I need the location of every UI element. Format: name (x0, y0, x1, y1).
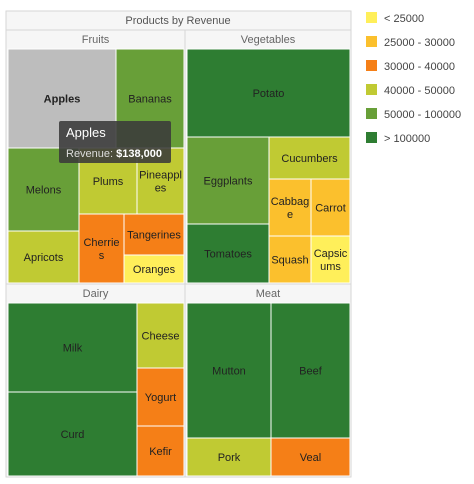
cell-label-cherries: Cherrie s (83, 237, 119, 262)
tooltip-title: Apples (66, 125, 106, 140)
legend-swatch-3 (366, 84, 377, 95)
cell-label-apricots: Apricots (24, 252, 64, 264)
legend-swatch-1 (366, 36, 377, 47)
legend-swatch-5 (366, 132, 377, 143)
cell-label-apples: Apples (44, 94, 81, 106)
cell-kefir[interactable] (136, 425, 185, 477)
cell-label-capsicums: Capsic ums (314, 248, 348, 273)
group-label-meat: Meat (256, 288, 280, 300)
cell-oranges[interactable] (123, 254, 185, 284)
cell-label-bananas: Bananas (128, 94, 172, 106)
legend-label-2: 30000 - 40000 (384, 61, 455, 73)
tooltip-box (59, 121, 171, 163)
legend-label-3: 40000 - 50000 (384, 85, 455, 97)
cell-label-beef: Beef (299, 366, 323, 378)
group-label-fruits: Fruits (82, 34, 110, 46)
cell-cherries[interactable] (78, 213, 125, 284)
cell-cheese[interactable] (136, 302, 185, 369)
cell-label-pineapples: Pineappl es (139, 170, 182, 195)
group-label-dairy: Dairy (83, 288, 109, 300)
cell-veal[interactable] (270, 437, 351, 477)
cell-label-tomatoes: Tomatoes (204, 249, 252, 261)
cell-label-tangerines: Tangerines (127, 230, 181, 242)
cell-mutton[interactable] (186, 302, 272, 439)
cell-label-veal: Veal (300, 452, 321, 464)
cell-label-carrot: Carrot (315, 203, 346, 215)
cell-label-cheese: Cheese (142, 331, 180, 343)
cell-label-melons: Melons (26, 185, 62, 197)
cell-label-pork: Pork (218, 452, 241, 464)
legend-label-4: 50000 - 100000 (384, 109, 461, 121)
legend-swatch-2 (366, 60, 377, 71)
cell-label-cucumbers: Cucumbers (281, 153, 338, 165)
cell-cucumbers[interactable] (268, 136, 351, 180)
legend-label-0: < 25000 (384, 13, 424, 25)
cell-carrot[interactable] (310, 178, 351, 237)
group-label-vegetables: Vegetables (241, 34, 296, 46)
cell-beef[interactable] (270, 302, 351, 439)
cell-squash[interactable] (268, 235, 312, 284)
cell-label-squash: Squash (271, 255, 308, 267)
legend-label-5: > 100000 (384, 133, 430, 145)
cell-label-mutton: Mutton (212, 366, 246, 378)
legend-swatch-0 (366, 12, 377, 23)
tooltip-body: Revenue: $138,000 (66, 148, 162, 160)
cell-eggplants[interactable] (186, 136, 270, 225)
cell-label-oranges: Oranges (133, 264, 176, 276)
cell-label-plums: Plums (93, 176, 124, 188)
cell-label-kefir: Kefir (149, 446, 172, 458)
cell-label-curd: Curd (61, 429, 85, 441)
cell-label-cabbage: Cabbag e (271, 196, 310, 221)
legend-label-1: 25000 - 30000 (384, 37, 455, 49)
cell-yogurt[interactable] (136, 367, 185, 427)
cell-apricots[interactable] (7, 230, 80, 284)
cell-label-eggplants: Eggplants (204, 176, 253, 188)
chart-title: Products by Revenue (125, 15, 230, 27)
legend-swatch-4 (366, 108, 377, 119)
cell-label-yogurt: Yogurt (145, 392, 176, 404)
cell-capsicums[interactable] (310, 235, 351, 284)
cell-cabbage[interactable] (268, 178, 312, 237)
cell-milk[interactable] (7, 302, 138, 393)
cell-label-potato: Potato (253, 88, 285, 100)
cell-curd[interactable] (7, 391, 138, 477)
cell-label-milk: Milk (63, 343, 83, 355)
cell-potato[interactable] (186, 48, 351, 138)
